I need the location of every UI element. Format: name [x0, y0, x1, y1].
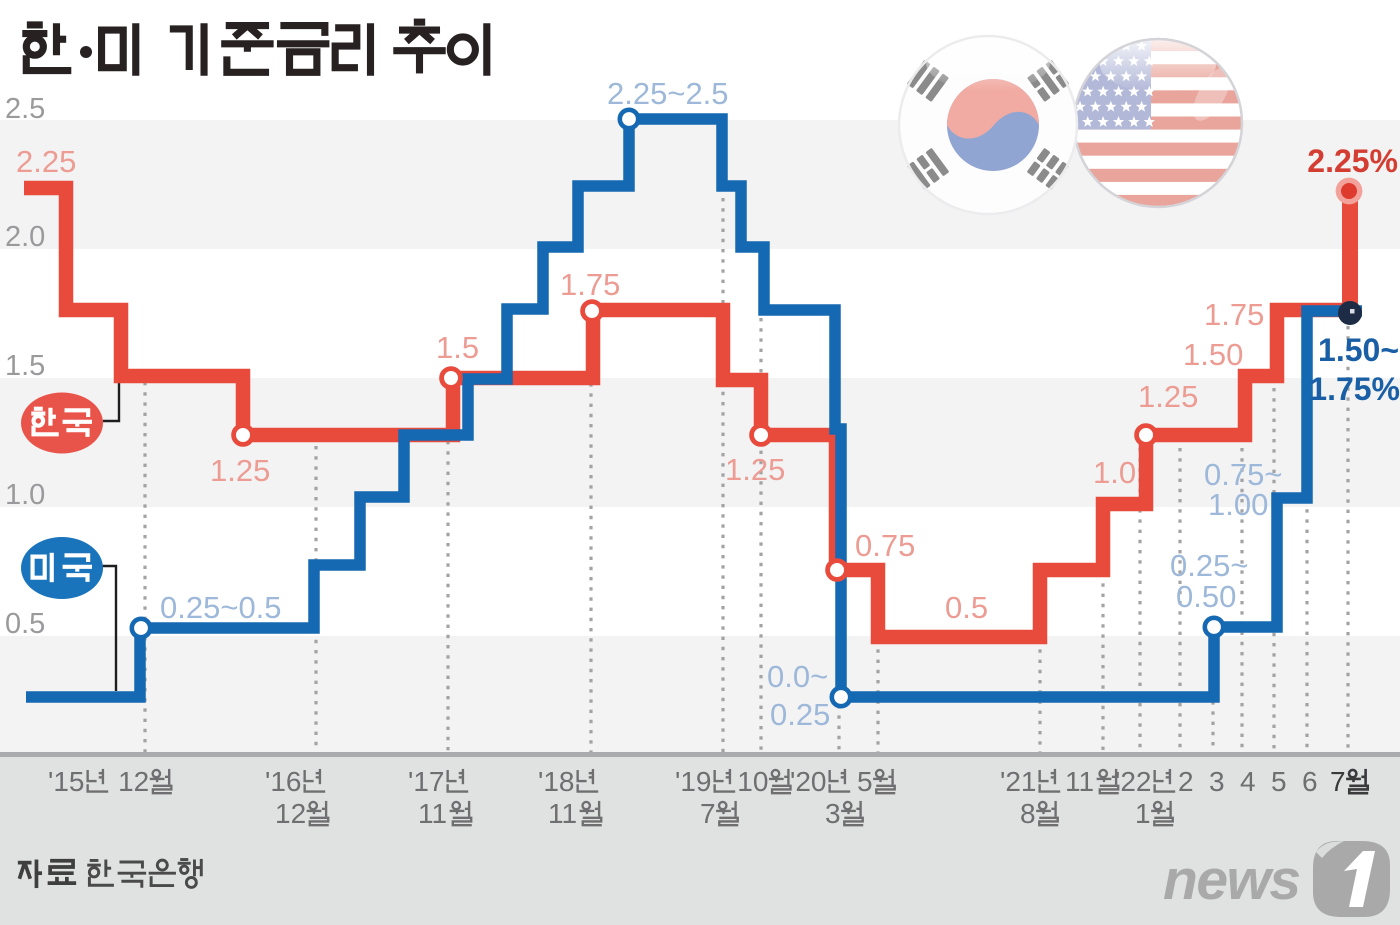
svg-text:12: 12 — [118, 766, 149, 797]
svg-text:'19: '19 — [675, 766, 712, 797]
svg-text:3: 3 — [825, 798, 841, 829]
svg-text:10: 10 — [737, 766, 768, 797]
svg-text:'16: '16 — [265, 766, 302, 797]
svg-text:0.5: 0.5 — [945, 590, 988, 625]
svg-text:2.25: 2.25 — [16, 144, 76, 179]
svg-text:'22: '22 — [1115, 766, 1152, 797]
svg-text:2.5: 2.5 — [5, 93, 45, 125]
svg-text:1.75: 1.75 — [560, 267, 620, 302]
svg-text:1.00: 1.00 — [1208, 487, 1268, 522]
svg-text:1.25: 1.25 — [210, 453, 270, 488]
svg-text:0.25~0.5: 0.25~0.5 — [160, 590, 282, 625]
svg-text:1.5: 1.5 — [436, 330, 479, 365]
svg-text:7: 7 — [700, 798, 716, 829]
svg-text:0.5: 0.5 — [5, 608, 45, 640]
svg-text:'18: '18 — [538, 766, 575, 797]
svg-text:1.50: 1.50 — [1183, 337, 1243, 372]
svg-text:2.25%: 2.25% — [1307, 143, 1398, 179]
svg-text:1.75%: 1.75% — [1309, 371, 1400, 407]
svg-text:1.0: 1.0 — [1093, 455, 1136, 490]
svg-text:1.5: 1.5 — [5, 350, 45, 382]
svg-text:0.25~: 0.25~ — [1170, 548, 1248, 583]
svg-text:'21: '21 — [1000, 766, 1037, 797]
svg-text:2.25~2.5: 2.25~2.5 — [607, 76, 729, 111]
svg-text:1.75: 1.75 — [1204, 297, 1264, 332]
svg-text:1.25: 1.25 — [725, 452, 785, 487]
svg-text:12: 12 — [275, 798, 306, 829]
svg-text:news: news — [1163, 848, 1300, 912]
svg-text:1.0: 1.0 — [5, 479, 45, 511]
svg-text:5: 5 — [857, 766, 873, 797]
svg-text:11: 11 — [1065, 766, 1094, 797]
svg-text:1: 1 — [1135, 798, 1151, 829]
svg-text:5: 5 — [1271, 766, 1287, 797]
svg-text:'20: '20 — [790, 766, 827, 797]
svg-text:4: 4 — [1240, 766, 1256, 797]
svg-text:0.0~: 0.0~ — [767, 659, 828, 694]
svg-text:6: 6 — [1302, 766, 1318, 797]
svg-text:8: 8 — [1020, 798, 1036, 829]
svg-text:0.25: 0.25 — [770, 697, 830, 732]
svg-text:2.0: 2.0 — [5, 221, 45, 253]
svg-text:'17: '17 — [408, 766, 445, 797]
svg-text:1.25: 1.25 — [1138, 379, 1198, 414]
svg-text:0.50: 0.50 — [1176, 579, 1236, 614]
svg-text:11: 11 — [418, 798, 447, 829]
svg-text:3: 3 — [1209, 766, 1225, 797]
svg-text:0.75~: 0.75~ — [1204, 457, 1282, 492]
svg-text:11: 11 — [548, 798, 577, 829]
svg-text:'15: '15 — [48, 766, 85, 797]
svg-text:7: 7 — [1330, 766, 1346, 797]
svg-text:2: 2 — [1178, 766, 1194, 797]
svg-text:0.75: 0.75 — [855, 528, 915, 563]
svg-text:1.50~: 1.50~ — [1318, 332, 1399, 368]
